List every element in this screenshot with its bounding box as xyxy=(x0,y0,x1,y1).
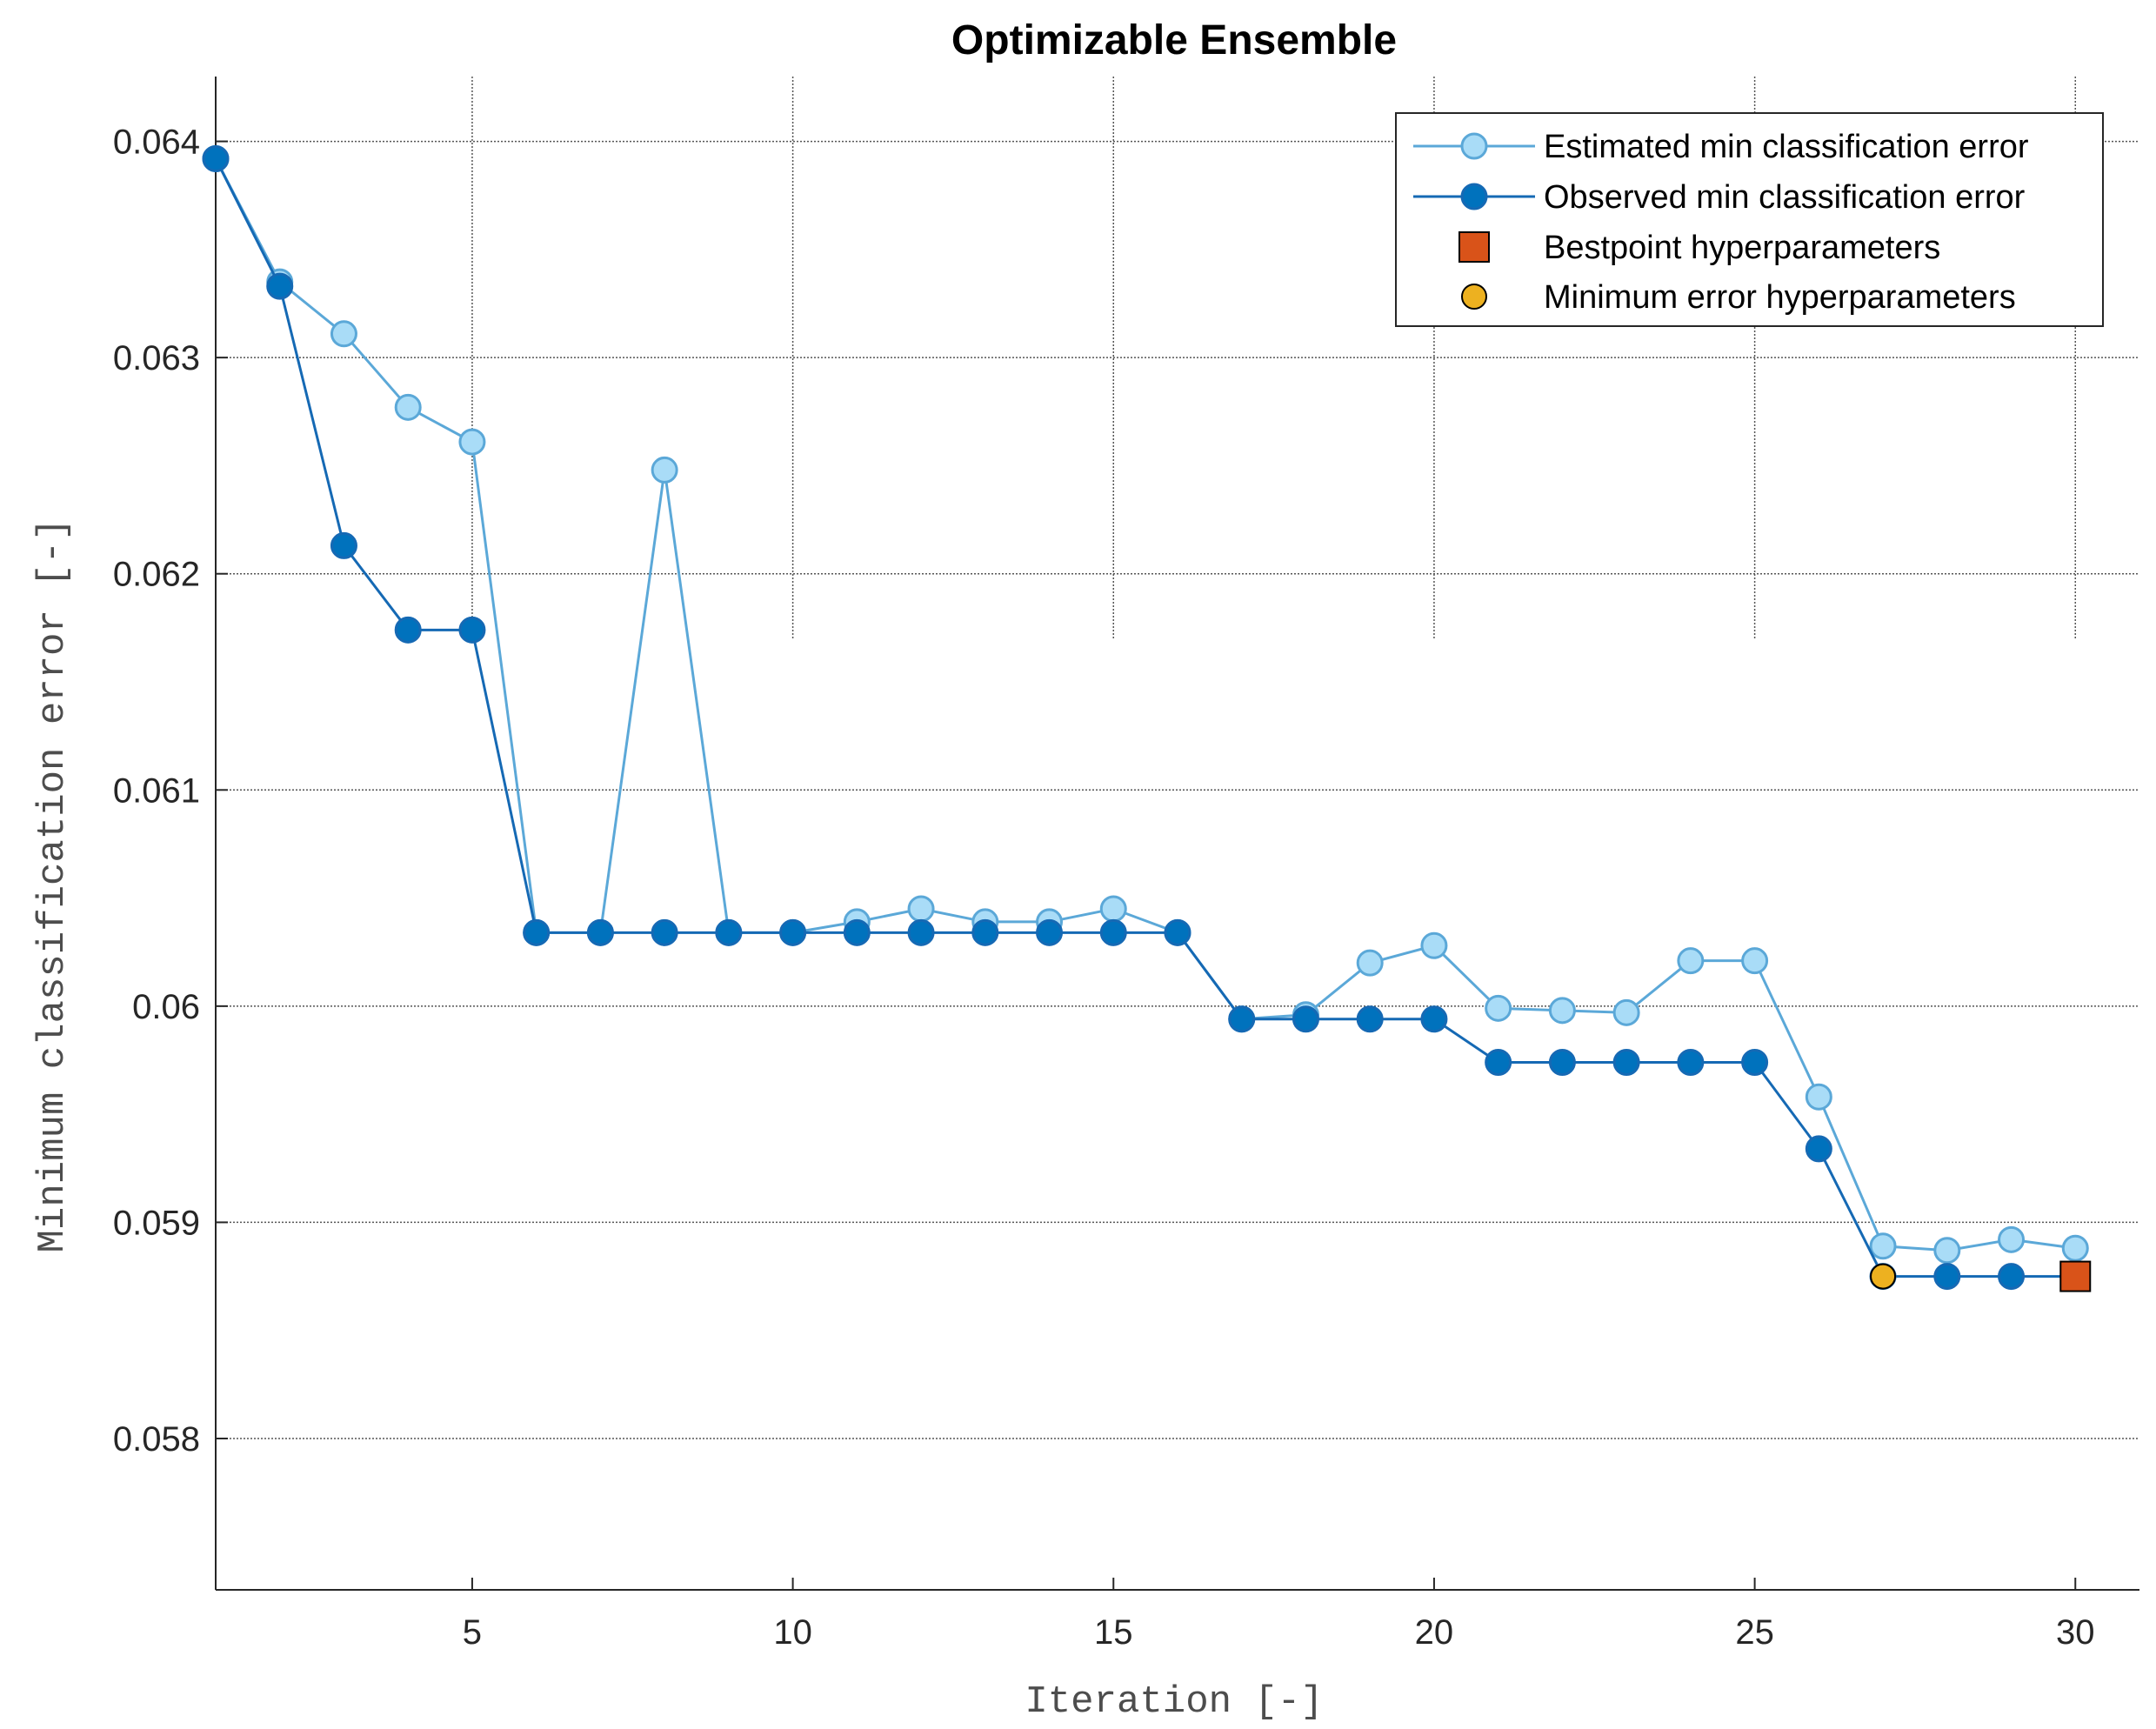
observed-point xyxy=(651,918,678,946)
observed-point xyxy=(971,918,999,946)
x-tick-label: 5 xyxy=(463,1613,482,1652)
x-tick-label: 10 xyxy=(773,1613,812,1652)
legend-bestpoint-marker xyxy=(1458,231,1490,263)
legend: Estimated min classification error Obser… xyxy=(1395,112,2104,327)
observed-point xyxy=(394,616,422,644)
observed-point xyxy=(1805,1135,1832,1163)
legend-minerror-label: Minimum error hyperparameters xyxy=(1544,279,2016,316)
observed-point xyxy=(1356,1005,1384,1033)
estimated-point xyxy=(1677,947,1705,975)
observed-point xyxy=(1036,918,1064,946)
y-tick-label: 0.059 xyxy=(113,1204,200,1242)
estimated-point xyxy=(1099,895,1127,923)
estimated-point xyxy=(1998,1225,2026,1253)
chart-title: Optimizable Ensemble xyxy=(951,17,1397,63)
estimated-point xyxy=(1869,1232,1897,1260)
y-tick-label: 0.06 xyxy=(132,988,200,1026)
estimated-point xyxy=(1356,949,1384,977)
y-tick-label: 0.058 xyxy=(113,1420,200,1459)
estimated-point xyxy=(1420,931,1448,959)
min-error-marker xyxy=(1870,1263,1897,1290)
observed-point xyxy=(1612,1048,1640,1076)
estimated-point xyxy=(1485,994,1512,1022)
observed-point xyxy=(1485,1048,1512,1076)
observed-point xyxy=(586,918,614,946)
legend-observed-marker xyxy=(1460,183,1488,210)
x-tick-label: 15 xyxy=(1094,1613,1133,1652)
estimated-point xyxy=(907,895,935,923)
estimated-point xyxy=(1805,1083,1832,1111)
observed-point xyxy=(1228,1005,1256,1033)
observed-point xyxy=(1099,918,1127,946)
bestpoint-marker xyxy=(2059,1260,2092,1292)
estimated-point xyxy=(2061,1234,2089,1262)
y-tick-label: 0.061 xyxy=(113,771,200,810)
y-tick-label: 0.064 xyxy=(113,124,200,162)
estimated-point xyxy=(394,393,422,421)
observed-point xyxy=(1420,1005,1448,1033)
observed-point xyxy=(1741,1048,1769,1076)
x-axis-label: Iteration [-] xyxy=(1025,1680,1323,1724)
estimated-point xyxy=(1741,947,1769,975)
axis-ticks: 0.058 0.059 0.06 0.061 0.062 0.063 0.064 5 10 15 2… xyxy=(113,124,2095,1652)
series-layer xyxy=(202,144,2089,1291)
estimated-series-line xyxy=(214,157,2076,1252)
observed-point xyxy=(715,918,743,946)
observed-point xyxy=(1998,1263,2026,1291)
y-tick-label: 0.063 xyxy=(113,339,200,377)
observed-point xyxy=(1933,1263,1961,1291)
observed-point xyxy=(523,918,551,946)
observed-point xyxy=(266,272,294,300)
estimated-point xyxy=(1933,1237,1961,1265)
legend-box xyxy=(1395,112,2104,327)
estimated-point xyxy=(330,320,357,348)
x-tick-label: 25 xyxy=(1735,1613,1774,1652)
legend-estimated-label: Estimated min classification error xyxy=(1544,129,2029,165)
y-axis-label: Minimum classification error [-] xyxy=(31,518,75,1253)
special-markers xyxy=(1870,1260,2092,1292)
estimated-point xyxy=(458,428,486,456)
legend-estimated-marker xyxy=(1460,132,1488,160)
observed-point xyxy=(330,531,357,559)
x-tick-label: 20 xyxy=(1415,1613,1454,1652)
observed-point xyxy=(779,918,807,946)
x-tick-label: 30 xyxy=(2056,1613,2095,1652)
observed-point xyxy=(843,918,871,946)
observed-point xyxy=(1548,1048,1576,1076)
grid-lines xyxy=(216,77,2139,1439)
legend-bestpoint-label: Bestpoint hyperparameters xyxy=(1544,230,1940,266)
observed-point xyxy=(202,144,230,172)
estimated-point xyxy=(651,456,678,484)
y-tick-label: 0.062 xyxy=(113,556,200,594)
observed-point xyxy=(907,918,935,946)
observed-point xyxy=(458,616,486,644)
observed-point xyxy=(1164,918,1191,946)
legend-minerror-marker xyxy=(1461,284,1487,310)
observed-series-line xyxy=(214,157,2076,1278)
observed-point xyxy=(1677,1048,1705,1076)
estimated-point xyxy=(1612,998,1640,1026)
observed-point xyxy=(1292,1005,1319,1033)
legend-observed-label: Observed min classification error xyxy=(1544,179,2026,216)
estimated-point xyxy=(1548,997,1576,1025)
